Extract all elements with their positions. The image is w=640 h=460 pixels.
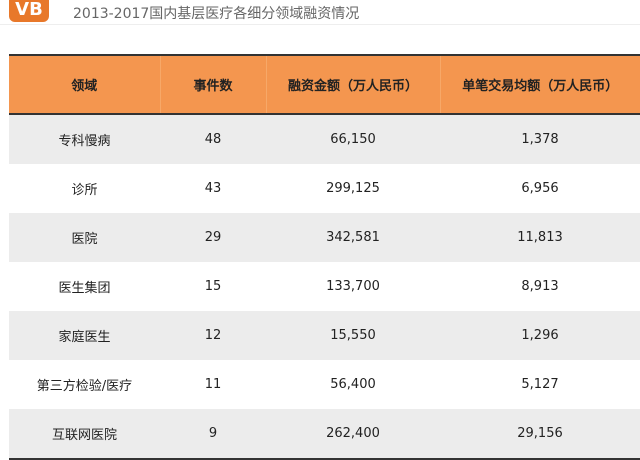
table-row: 诊所 43 299,125 6,956 xyxy=(9,164,640,213)
table-cell: 医生集团 xyxy=(58,281,111,296)
financing-table: 领域 事件数 融资金额（万人民币） 单笔交易均额（万人民币） 专科慢病 48 66,… xyxy=(9,54,640,460)
table-cell: 12 xyxy=(204,328,222,343)
table-cell: 6,956 xyxy=(521,181,559,196)
table-cell: 29,156 xyxy=(517,426,563,441)
header-cell: 领域 xyxy=(71,79,98,94)
table-cell: 11 xyxy=(204,377,222,392)
table-cell: 66,150 xyxy=(330,132,376,147)
page-title: 2013-2017国内基层医疗各细分领域融资情况 xyxy=(73,6,360,22)
table-cell: 第三方检验/医疗 xyxy=(36,379,133,394)
table-cell: 家庭医生 xyxy=(58,330,111,345)
table-cell: 262,400 xyxy=(326,426,380,441)
table-cell: 43 xyxy=(204,181,222,196)
table-cell: 互联网医院 xyxy=(51,428,117,443)
table-cell: 专科慢病 xyxy=(58,134,111,149)
table-row: 第三方检验/医疗 11 56,400 5,127 xyxy=(9,360,640,409)
divider xyxy=(0,24,640,25)
table-cell: 299,125 xyxy=(326,181,380,196)
table-row: 医院 29 342,581 11,813 xyxy=(9,213,640,262)
logo: VB xyxy=(9,0,49,22)
header-cell: 单笔交易均额（万人民币） xyxy=(439,55,640,114)
table-cell: 诊所 xyxy=(71,183,98,198)
table-cell: 8,913 xyxy=(521,279,559,294)
table-cell: 56,400 xyxy=(330,377,376,392)
table-cell: 342,581 xyxy=(326,230,380,245)
table-row: 专科慢病 48 66,150 1,378 xyxy=(9,114,640,164)
table-cell: 5,127 xyxy=(521,377,559,392)
table-cell: 医院 xyxy=(71,232,98,247)
table-cell: 1,296 xyxy=(521,328,559,343)
table-cell: 133,700 xyxy=(326,279,380,294)
table-cell: 15,550 xyxy=(330,328,376,343)
table-row: 医生集团 15 133,700 8,913 xyxy=(9,262,640,311)
table-row: 互联网医院 9 262,400 29,156 xyxy=(9,409,640,459)
table-header-row: 领域 事件数 融资金额（万人民币） 单笔交易均额（万人民币） xyxy=(9,55,640,114)
table-row: 家庭医生 12 15,550 1,296 xyxy=(9,311,640,360)
table-cell: 29 xyxy=(204,230,222,245)
table-cell: 11,813 xyxy=(517,230,563,245)
table-cell: 15 xyxy=(204,279,222,294)
table-cell: 9 xyxy=(208,426,218,441)
table-cell: 48 xyxy=(204,132,222,147)
header-cell: 融资金额（万人民币） xyxy=(265,55,440,114)
table-cell: 1,378 xyxy=(521,132,559,147)
header-cell: 事件数 xyxy=(159,55,266,114)
